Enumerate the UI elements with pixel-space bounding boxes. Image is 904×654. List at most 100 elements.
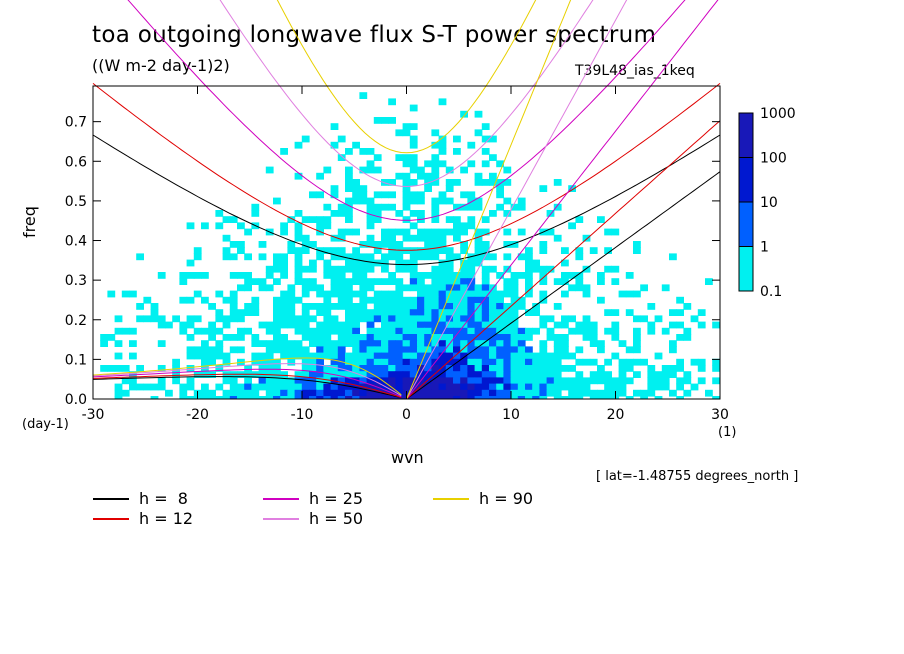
heatmap-cell	[438, 234, 447, 242]
heatmap-cell	[517, 396, 526, 399]
heatmap-cell	[445, 352, 454, 360]
heatmap-cell	[409, 179, 418, 186]
heatmap-cell	[582, 334, 591, 341]
heatmap-cell	[431, 340, 440, 347]
heatmap-cell	[366, 358, 375, 366]
heatmap-cell	[287, 309, 296, 316]
heatmap-cell	[690, 383, 699, 391]
heatmap-cell	[409, 154, 418, 161]
heatmap-cell	[345, 216, 353, 223]
heatmap-cell	[323, 346, 332, 354]
heatmap-cell	[114, 365, 123, 372]
heatmap-cell	[352, 265, 360, 273]
heatmap-cell	[431, 278, 440, 285]
heatmap-cell	[237, 309, 245, 316]
heatmap-cell	[395, 303, 404, 310]
heatmap-cell	[647, 389, 656, 397]
heatmap-cell	[669, 389, 677, 397]
heatmap-cell	[222, 315, 231, 323]
heatmap-cell	[402, 352, 411, 360]
heatmap-cell	[373, 216, 382, 223]
heatmap-cell	[553, 303, 562, 310]
heatmap-cell	[388, 228, 396, 236]
heatmap-cell	[345, 253, 353, 261]
heatmap-cell	[309, 265, 317, 273]
heatmap-cell	[496, 309, 504, 316]
heatmap-cell	[424, 253, 432, 261]
heatmap-cell	[618, 377, 627, 385]
heatmap-cell	[503, 309, 512, 316]
inertia-gravity-curve	[276, 0, 537, 154]
legend-swatch	[93, 518, 129, 520]
heatmap-cell	[316, 290, 324, 298]
heatmap-cell	[474, 383, 483, 391]
heatmap-cell	[445, 389, 454, 397]
heatmap-cell	[625, 346, 634, 354]
heatmap-cell	[316, 172, 324, 180]
heatmap-cell	[179, 278, 188, 285]
heatmap-cell	[373, 154, 382, 161]
heatmap-cell	[265, 284, 274, 292]
heatmap-cell	[676, 296, 684, 304]
heatmap-cell	[373, 377, 382, 385]
heatmap-cell	[409, 210, 418, 217]
heatmap-cell	[381, 383, 389, 391]
heatmap-cell	[316, 389, 324, 397]
heatmap-cell	[474, 179, 483, 186]
heatmap-cell	[186, 315, 195, 323]
heatmap-cell	[229, 396, 238, 399]
heatmap-cell	[265, 365, 274, 372]
heatmap-cell	[438, 228, 447, 236]
heatmap-cell	[611, 265, 620, 273]
heatmap-cell	[280, 334, 288, 341]
heatmap-cell	[409, 265, 418, 273]
heatmap-cell	[186, 346, 195, 354]
heatmap-cell	[301, 135, 310, 143]
heatmap-cell	[503, 365, 512, 372]
heatmap-cell	[265, 327, 274, 335]
heatmap-cell	[366, 197, 375, 205]
heatmap-cell	[287, 290, 296, 298]
heatmap-cell	[402, 321, 411, 329]
heatmap-cell	[359, 166, 368, 174]
heatmap-cell	[258, 278, 267, 285]
rossby-curve	[92, 357, 402, 396]
heatmap-cell	[395, 358, 404, 366]
heatmap-cell	[280, 371, 288, 378]
heatmap-cell	[582, 327, 591, 335]
heatmap-cell	[395, 309, 404, 316]
heatmap-cell	[503, 358, 512, 366]
heatmap-cell	[294, 253, 303, 261]
heatmap-cell	[633, 327, 641, 335]
heatmap-cell	[503, 284, 512, 292]
heatmap-cell	[345, 148, 353, 155]
heatmap-cell	[460, 166, 468, 174]
heatmap-cell	[467, 334, 476, 341]
heatmap-cell	[546, 210, 555, 217]
heatmap-cell	[496, 377, 504, 385]
heatmap-cell	[589, 340, 598, 347]
y-tick-label: 0.6	[65, 154, 87, 170]
heatmap-cell	[402, 203, 411, 211]
heatmap-cell	[510, 327, 519, 335]
heatmap-cell	[388, 234, 396, 242]
heatmap-cell	[481, 241, 490, 248]
heatmap-cell	[474, 346, 483, 354]
heatmap-cell	[287, 321, 296, 329]
heatmap-cell	[294, 321, 303, 329]
heatmap-cell	[654, 352, 663, 360]
heatmap-cell	[323, 334, 332, 341]
heatmap-cell	[251, 303, 260, 310]
heatmap-cell	[568, 396, 576, 399]
heatmap-cell	[373, 365, 382, 372]
heatmap-cell	[517, 377, 526, 385]
heatmap-cell	[445, 265, 454, 273]
heatmap-cell	[273, 259, 281, 267]
heatmap-cell	[388, 303, 396, 310]
heatmap-cell	[237, 241, 245, 248]
heatmap-cell	[186, 383, 195, 391]
heatmap-cell	[611, 352, 620, 360]
heatmap-cell	[301, 321, 310, 329]
heatmap-cell	[323, 265, 332, 273]
heatmap-cell	[496, 315, 504, 323]
